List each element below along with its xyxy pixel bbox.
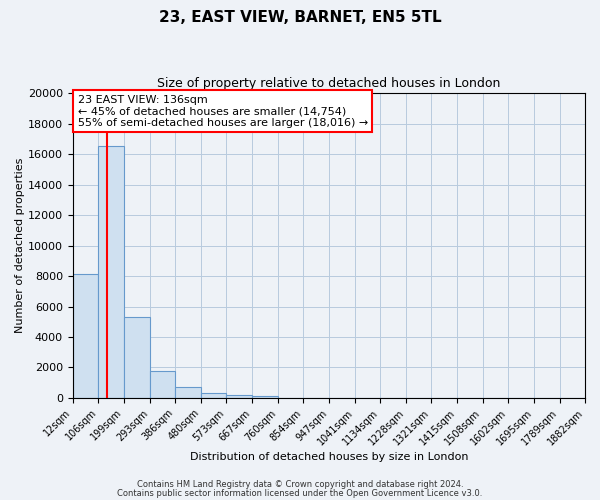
Bar: [73, 274, 98, 398]
Bar: [149, 370, 175, 398]
X-axis label: Distribution of detached houses by size in London: Distribution of detached houses by size …: [190, 452, 468, 462]
Bar: [98, 146, 124, 398]
Bar: [252, 396, 278, 398]
Text: Contains public sector information licensed under the Open Government Licence v3: Contains public sector information licen…: [118, 488, 482, 498]
Title: Size of property relative to detached houses in London: Size of property relative to detached ho…: [157, 78, 500, 90]
Y-axis label: Number of detached properties: Number of detached properties: [15, 158, 25, 333]
Bar: [124, 317, 149, 398]
Text: Contains HM Land Registry data © Crown copyright and database right 2024.: Contains HM Land Registry data © Crown c…: [137, 480, 463, 489]
Bar: [201, 394, 226, 398]
Bar: [226, 395, 252, 398]
Text: 23, EAST VIEW, BARNET, EN5 5TL: 23, EAST VIEW, BARNET, EN5 5TL: [158, 10, 442, 25]
Text: 23 EAST VIEW: 136sqm
← 45% of detached houses are smaller (14,754)
55% of semi-d: 23 EAST VIEW: 136sqm ← 45% of detached h…: [78, 94, 368, 128]
Bar: [175, 388, 201, 398]
